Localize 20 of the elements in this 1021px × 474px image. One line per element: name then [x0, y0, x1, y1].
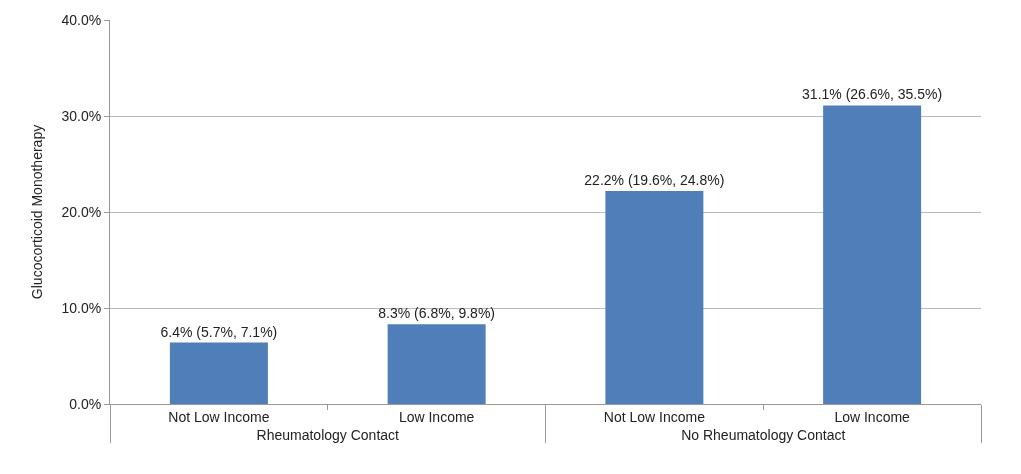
x-tick-label: Low Income	[398, 408, 475, 425]
x-tick-label: Not Low Income	[168, 408, 270, 425]
text: Rheumatology Contact	[256, 426, 400, 443]
data-label: 8.3% (6.8%, 9.8%)	[378, 305, 495, 322]
x-tick-label: Not Low Income	[603, 408, 706, 425]
data-label: 31.1% (26.6%, 35.5%)	[802, 86, 943, 103]
bar	[605, 190, 704, 404]
x-tick-label: Low Income	[834, 408, 911, 425]
y-axis-title: Glucocorticoid Monotherapy	[29, 124, 46, 300]
y-tick-label: 40.0%	[61, 11, 102, 28]
data-label: 6.4% (5.7%, 7.1%)	[160, 323, 278, 340]
y-tick-label: 10.0%	[61, 299, 102, 316]
bar	[169, 342, 268, 404]
y-tick-label: 30.0%	[61, 107, 102, 124]
text: No Rheumatology Contact	[681, 426, 846, 443]
bar	[387, 324, 486, 404]
bar	[823, 105, 922, 404]
y-tick-label: 20.0%	[61, 203, 102, 220]
data-label: 22.2% (19.6%, 24.8%)	[584, 171, 725, 188]
y-tick-label: 0.0%	[69, 395, 102, 412]
